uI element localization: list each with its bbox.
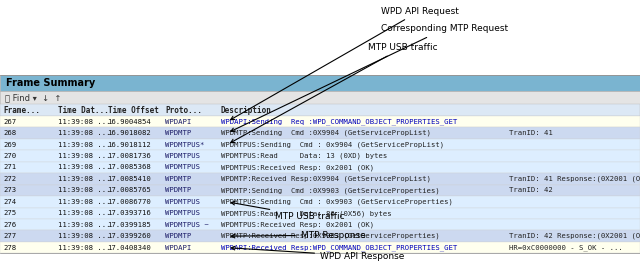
Text: 11:39:08 ...: 11:39:08 ... bbox=[58, 210, 110, 216]
Text: WPD API Response: WPD API Response bbox=[231, 246, 404, 261]
Text: WPDMTPUS:Read     Data: 86 (0X56) bytes: WPDMTPUS:Read Data: 86 (0X56) bytes bbox=[221, 210, 392, 217]
Bar bbox=[0, 185, 640, 196]
Bar bbox=[0, 91, 640, 104]
Text: Frame Summary: Frame Summary bbox=[6, 78, 95, 88]
Text: WPDMTPUS:Received Resp: 0x2001 (OK): WPDMTPUS:Received Resp: 0x2001 (OK) bbox=[221, 164, 374, 171]
Text: WPD API Request: WPD API Request bbox=[230, 7, 459, 120]
Bar bbox=[0, 139, 640, 150]
Text: WPDAPI: WPDAPI bbox=[165, 119, 191, 125]
Text: TranID: 41: TranID: 41 bbox=[509, 130, 552, 136]
Text: 16.9004854: 16.9004854 bbox=[108, 119, 151, 125]
Bar bbox=[0, 0, 640, 75]
Text: 17.0085410: 17.0085410 bbox=[108, 176, 151, 182]
Text: 17.0393716: 17.0393716 bbox=[108, 210, 151, 216]
Text: 17.0085765: 17.0085765 bbox=[108, 187, 151, 193]
Bar bbox=[0, 150, 640, 162]
Text: Description: Description bbox=[221, 106, 271, 115]
Text: WPDMTPUS: WPDMTPUS bbox=[165, 210, 200, 216]
Bar bbox=[0, 162, 640, 173]
Text: 17.0408340: 17.0408340 bbox=[108, 245, 151, 251]
Text: WPDAPI:Received Resp:WPD_COMMAND_OBJECT_PROPERTIES_GET: WPDAPI:Received Resp:WPD_COMMAND_OBJECT_… bbox=[221, 244, 457, 251]
Text: 11:39:08 ...: 11:39:08 ... bbox=[58, 164, 110, 171]
Text: WPDMTP: WPDMTP bbox=[165, 233, 191, 239]
Text: 17.0399185: 17.0399185 bbox=[108, 222, 151, 228]
Text: WPDMTPUS:Received Resp: 0x2001 (OK): WPDMTPUS:Received Resp: 0x2001 (OK) bbox=[221, 221, 374, 228]
Text: 11:39:08 ...: 11:39:08 ... bbox=[58, 153, 110, 159]
Text: HR=0xC0000000 - S_OK - ...: HR=0xC0000000 - S_OK - ... bbox=[509, 244, 623, 251]
Text: 274: 274 bbox=[3, 199, 17, 205]
Text: 11:39:08 ...: 11:39:08 ... bbox=[58, 222, 110, 228]
Bar bbox=[0, 196, 640, 208]
Text: MTP USB traffic: MTP USB traffic bbox=[230, 43, 438, 143]
Text: 11:39:08 ...: 11:39:08 ... bbox=[58, 176, 110, 182]
Text: 11:39:08 ...: 11:39:08 ... bbox=[58, 119, 110, 125]
Text: 17.0085368: 17.0085368 bbox=[108, 164, 151, 171]
Text: 17.0086770: 17.0086770 bbox=[108, 199, 151, 205]
Text: TranID: 41 Response:(0X2001 (OK): TranID: 41 Response:(0X2001 (OK) bbox=[509, 176, 640, 182]
Text: WPDMTPUS:Sending  Cmd : 0x9903 (GetServiceProperties): WPDMTPUS:Sending Cmd : 0x9903 (GetServic… bbox=[221, 198, 452, 205]
Text: 11:39:08 ...: 11:39:08 ... bbox=[58, 245, 110, 251]
Bar bbox=[0, 253, 640, 276]
Text: WPDMTPUS: WPDMTPUS bbox=[165, 164, 200, 171]
Text: WPDMTPUS ~: WPDMTPUS ~ bbox=[165, 222, 209, 228]
Text: WPDMTPUS: WPDMTPUS bbox=[165, 153, 200, 159]
Text: WPDMTPUS*: WPDMTPUS* bbox=[165, 142, 205, 148]
Text: Frame...: Frame... bbox=[3, 106, 40, 115]
Text: 11:39:08 ...: 11:39:08 ... bbox=[58, 199, 110, 205]
Text: 11:39:08 ...: 11:39:08 ... bbox=[58, 130, 110, 136]
Text: Corresponding MTP Request: Corresponding MTP Request bbox=[231, 25, 508, 131]
Text: WPDMTP:Sending  Cmd :0X9903 (GetServiceProperties): WPDMTP:Sending Cmd :0X9903 (GetServicePr… bbox=[221, 187, 440, 194]
Text: WPDMTP: WPDMTP bbox=[165, 176, 191, 182]
Text: WPDMTP: WPDMTP bbox=[165, 130, 191, 136]
Text: 272: 272 bbox=[3, 176, 17, 182]
Text: 16.9018112: 16.9018112 bbox=[108, 142, 151, 148]
Text: 11:39:08 ...: 11:39:08 ... bbox=[58, 142, 110, 148]
Text: WPDMTPUS: WPDMTPUS bbox=[165, 199, 200, 205]
Text: 271: 271 bbox=[3, 164, 17, 171]
Text: MTP USB traffic: MTP USB traffic bbox=[231, 201, 345, 221]
Bar bbox=[0, 208, 640, 219]
Text: 270: 270 bbox=[3, 153, 17, 159]
Text: TranID: 42: TranID: 42 bbox=[509, 187, 552, 193]
Bar bbox=[0, 116, 640, 128]
Text: Time Offset: Time Offset bbox=[108, 106, 158, 115]
Text: 🔍 Find ▾  ↓  ↑: 🔍 Find ▾ ↓ ↑ bbox=[5, 93, 61, 102]
Text: WPDMTPUS:Sending  Cmd : 0x9904 (GetServicePropList): WPDMTPUS:Sending Cmd : 0x9904 (GetServic… bbox=[221, 141, 444, 148]
Text: 11:39:08 ...: 11:39:08 ... bbox=[58, 187, 110, 193]
Text: 268: 268 bbox=[3, 130, 17, 136]
Text: 11:39:08 ...: 11:39:08 ... bbox=[58, 233, 110, 239]
Text: 278: 278 bbox=[3, 245, 17, 251]
Text: WPDAPI: WPDAPI bbox=[165, 245, 191, 251]
Text: 276: 276 bbox=[3, 222, 17, 228]
Text: 273: 273 bbox=[3, 187, 17, 193]
Text: Time Dat...: Time Dat... bbox=[58, 106, 108, 115]
Bar bbox=[0, 173, 640, 185]
Text: WPDMTP:Sending  Cmd :0X9904 (GetServicePropList): WPDMTP:Sending Cmd :0X9904 (GetServicePr… bbox=[221, 130, 431, 136]
Text: WPDMTP: WPDMTP bbox=[165, 187, 191, 193]
Text: MTP Response: MTP Response bbox=[231, 231, 365, 240]
Text: TranID: 42 Response:(0X2001 (OK): TranID: 42 Response:(0X2001 (OK) bbox=[509, 233, 640, 240]
Text: 17.0399260: 17.0399260 bbox=[108, 233, 151, 239]
Text: WPDAPI:Sending  Req :WPD_COMMAND_OBJECT_PROPERTIES_GET: WPDAPI:Sending Req :WPD_COMMAND_OBJECT_P… bbox=[221, 118, 457, 125]
Text: WPDMTP:Received Resp:0X9904 (GetServicePropList): WPDMTP:Received Resp:0X9904 (GetServiceP… bbox=[221, 176, 431, 182]
Text: 277: 277 bbox=[3, 233, 17, 239]
Bar bbox=[0, 230, 640, 242]
Bar bbox=[0, 75, 640, 91]
Text: 16.9018082: 16.9018082 bbox=[108, 130, 151, 136]
Text: WPDMTP:Received Resp:0X9903 (GetServiceProperties): WPDMTP:Received Resp:0X9903 (GetServiceP… bbox=[221, 233, 440, 240]
Text: Proto...: Proto... bbox=[165, 106, 202, 115]
Bar bbox=[0, 242, 640, 253]
Text: WPDMTPUS:Read     Data: 13 (0XD) bytes: WPDMTPUS:Read Data: 13 (0XD) bytes bbox=[221, 153, 387, 159]
Bar bbox=[0, 219, 640, 230]
Text: 17.0081736: 17.0081736 bbox=[108, 153, 151, 159]
Bar bbox=[0, 128, 640, 139]
Text: 275: 275 bbox=[3, 210, 17, 216]
Bar bbox=[0, 104, 640, 116]
Text: 269: 269 bbox=[3, 142, 17, 148]
Text: 267: 267 bbox=[3, 119, 17, 125]
